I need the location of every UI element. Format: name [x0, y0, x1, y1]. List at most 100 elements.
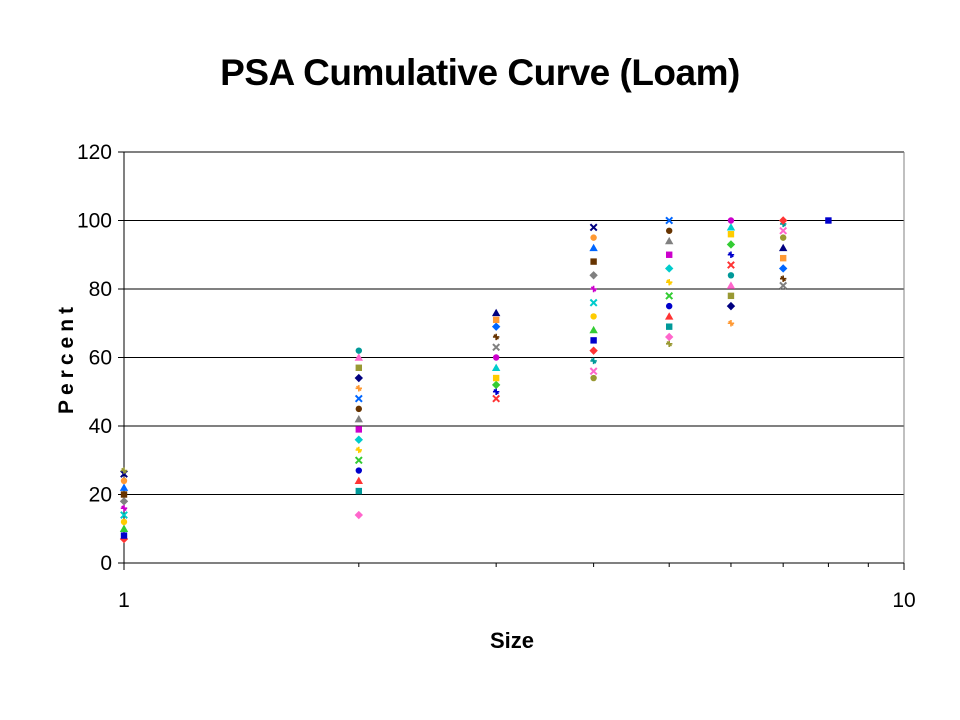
data-point: [492, 354, 500, 361]
data-point: [779, 226, 788, 235]
data-point: [590, 313, 597, 320]
data-point: [354, 353, 364, 361]
data-point: [726, 240, 736, 249]
y-tick-label: 0: [100, 552, 112, 575]
data-point: [665, 278, 673, 286]
data-point: [665, 251, 673, 258]
data-point: [354, 456, 363, 465]
data-point: [590, 357, 597, 365]
data-point: [354, 476, 364, 484]
data-point: [778, 264, 788, 273]
data-point: [665, 323, 673, 330]
data-point: [726, 281, 736, 289]
data-point: [492, 388, 500, 395]
data-point: [355, 467, 363, 474]
data-point: [726, 223, 736, 231]
data-point: [355, 347, 363, 354]
data-point: [119, 534, 129, 544]
data-point: [120, 505, 128, 512]
data-point: [727, 292, 735, 300]
data-point: [492, 394, 501, 403]
tick-labels: 0 20 40 60 80 100 120 1 10: [77, 141, 916, 612]
data-point: [590, 374, 597, 382]
data-point: [589, 325, 598, 334]
y-axis-title: Percent: [55, 302, 78, 414]
data-point: [491, 308, 501, 317]
data-point: [119, 483, 129, 491]
data-point: [355, 405, 363, 413]
y-tick-label: 20: [89, 484, 112, 507]
data-point: [120, 518, 128, 526]
data-point: [589, 223, 598, 232]
y-tick-label: 40: [89, 415, 112, 438]
data-point: [589, 367, 598, 376]
data-point: [727, 261, 735, 269]
data-point: [355, 364, 363, 371]
data-point: [726, 301, 736, 311]
y-tick-label: 120: [77, 141, 112, 164]
data-point: [120, 511, 128, 519]
x-axis-title: Size: [490, 628, 534, 653]
data-point: [589, 298, 598, 307]
data-point: [727, 320, 735, 327]
data-point: [727, 251, 735, 258]
data-point: [664, 236, 674, 245]
data-point: [354, 510, 364, 520]
data-point: [665, 302, 673, 310]
data-point: [492, 316, 500, 324]
data-point: [355, 446, 363, 454]
data-point: [664, 264, 674, 273]
data-point: [120, 532, 128, 539]
data-point: [589, 346, 598, 355]
data-point: [355, 487, 363, 495]
data-point: [355, 426, 363, 433]
data-point: [727, 231, 735, 238]
data-point: [590, 337, 597, 344]
y-tick-label: 100: [77, 210, 112, 233]
data-point: [492, 374, 500, 382]
axes: [118, 151, 905, 570]
data-point: [665, 340, 673, 347]
data-point: [825, 217, 832, 224]
x-tick-label: 1: [118, 589, 130, 612]
data-point: [120, 491, 128, 498]
data-point: [120, 467, 128, 474]
data-point: [491, 363, 501, 371]
y-tick-label: 80: [89, 278, 112, 301]
data-point: [354, 435, 364, 444]
data-point: [492, 333, 500, 341]
gridlines: [124, 151, 904, 564]
data-point: [665, 291, 674, 300]
data-points: [119, 216, 832, 544]
data-point: [355, 385, 363, 392]
x-tick-label: 10: [892, 589, 915, 612]
data-point: [664, 312, 674, 320]
data-point: [119, 524, 129, 532]
data-point: [665, 227, 673, 234]
data-point: [354, 414, 364, 423]
data-point: [779, 275, 787, 282]
data-point: [779, 234, 787, 241]
data-point: [778, 243, 788, 252]
data-point: [491, 380, 501, 390]
data-point: [120, 477, 128, 484]
data-point: [354, 373, 364, 383]
chart-title: PSA Cumulative Curve (Loam): [220, 52, 740, 93]
y-tick-label: 60: [89, 347, 112, 370]
data-point: [778, 216, 788, 225]
data-point: [589, 243, 598, 252]
data-point: [119, 497, 129, 506]
data-point: [589, 271, 598, 280]
data-point: [590, 285, 597, 293]
data-point: [590, 234, 597, 241]
data-point: [491, 322, 501, 331]
data-point: [665, 216, 674, 225]
data-point: [727, 272, 735, 279]
data-point: [354, 394, 363, 403]
data-point: [492, 343, 501, 352]
data-point: [727, 217, 735, 224]
data-point: [664, 332, 674, 342]
data-point: [779, 254, 787, 262]
data-point: [590, 258, 597, 265]
